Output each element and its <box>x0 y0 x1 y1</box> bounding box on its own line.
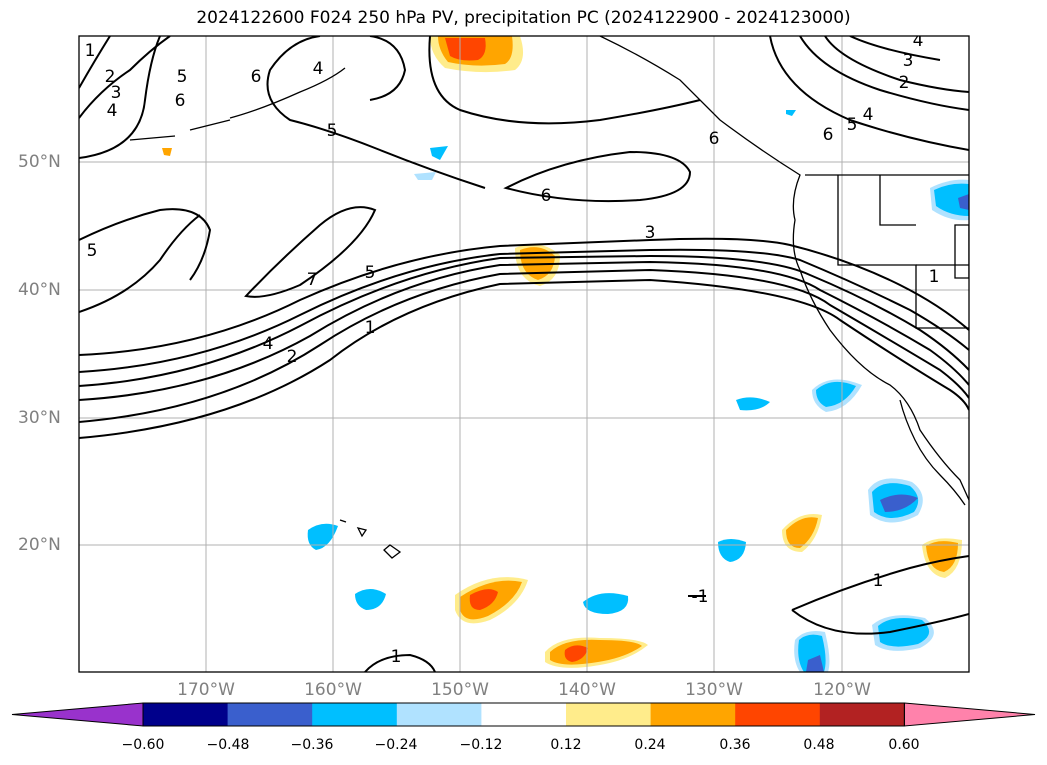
contour-label: 6 <box>541 186 552 206</box>
contour-labels: 6 3 7 5 1 4 2 5 6 4 5 6 2 3 4 1 5 6 6 5 … <box>85 31 940 667</box>
colorbar-tick-label: 0.60 <box>888 737 920 753</box>
lon-label-160w: 160°W <box>304 680 362 700</box>
contour-label: 3 <box>903 51 914 71</box>
lat-label-40n: 40°N <box>18 280 61 300</box>
colorbar-tick-label: 0.12 <box>550 737 582 753</box>
contour-label: 1 <box>85 41 96 61</box>
colorbar-tick-label: −0.36 <box>290 737 334 753</box>
lon-label-170w: 170°W <box>177 680 235 700</box>
colorbar-tick-label: 0.48 <box>803 737 835 753</box>
contour-label: 5 <box>847 115 858 135</box>
contour-label: 5 <box>87 241 98 261</box>
contour-label: 3 <box>111 83 122 103</box>
lon-label-130w: 130°W <box>685 680 743 700</box>
contour-label: 6 <box>175 91 186 111</box>
contour-label: 6 <box>251 67 262 87</box>
contour-label: 4 <box>863 105 874 125</box>
contour-label: 1 <box>929 267 940 287</box>
contour-label: 2 <box>105 67 116 87</box>
contour-label: 4 <box>913 31 924 51</box>
contour-label: 5 <box>177 67 188 87</box>
contour-label: -1 <box>692 587 709 607</box>
contour-label: 1 <box>873 571 884 591</box>
contour-label: 3 <box>645 223 656 243</box>
lon-label-150w: 150°W <box>431 680 489 700</box>
colorbar-tick-label: −0.48 <box>206 737 250 753</box>
contour-label: 5 <box>365 263 376 283</box>
contour-label: 4 <box>313 59 324 79</box>
colorbar-tick-label: 0.36 <box>719 737 751 753</box>
chart-title: 2024122600 F024 250 hPa PV, precipitatio… <box>196 8 851 28</box>
contour-label: 6 <box>709 129 720 149</box>
lat-label-50n: 50°N <box>18 152 61 172</box>
coastlines <box>129 36 969 559</box>
contour-label: 1 <box>365 318 376 338</box>
colorbar-tick-label: −0.60 <box>121 737 165 753</box>
contour-label: 7 <box>307 270 318 290</box>
contour-label: 5 <box>327 121 338 141</box>
contour-label: 2 <box>287 347 298 367</box>
plot-frame <box>78 35 970 673</box>
lon-label-140w: 140°W <box>558 680 616 700</box>
contour-label: 4 <box>263 334 274 354</box>
colorbar-tick-label: −0.24 <box>374 737 418 753</box>
precip-shading <box>162 36 969 672</box>
contour-label: 1 <box>391 647 402 667</box>
lon-label-120w: 120°W <box>813 680 871 700</box>
colorbar-tick-label: −0.12 <box>459 737 503 753</box>
contour-label: 6 <box>823 125 834 145</box>
pv-contours <box>79 36 969 672</box>
graticule <box>79 36 969 672</box>
colorbar-tick-label: 0.24 <box>634 737 666 753</box>
contour-label: 2 <box>899 73 910 93</box>
contour-label: 4 <box>107 101 118 121</box>
lat-label-30n: 30°N <box>18 408 61 428</box>
lat-label-20n: 20°N <box>18 535 61 555</box>
